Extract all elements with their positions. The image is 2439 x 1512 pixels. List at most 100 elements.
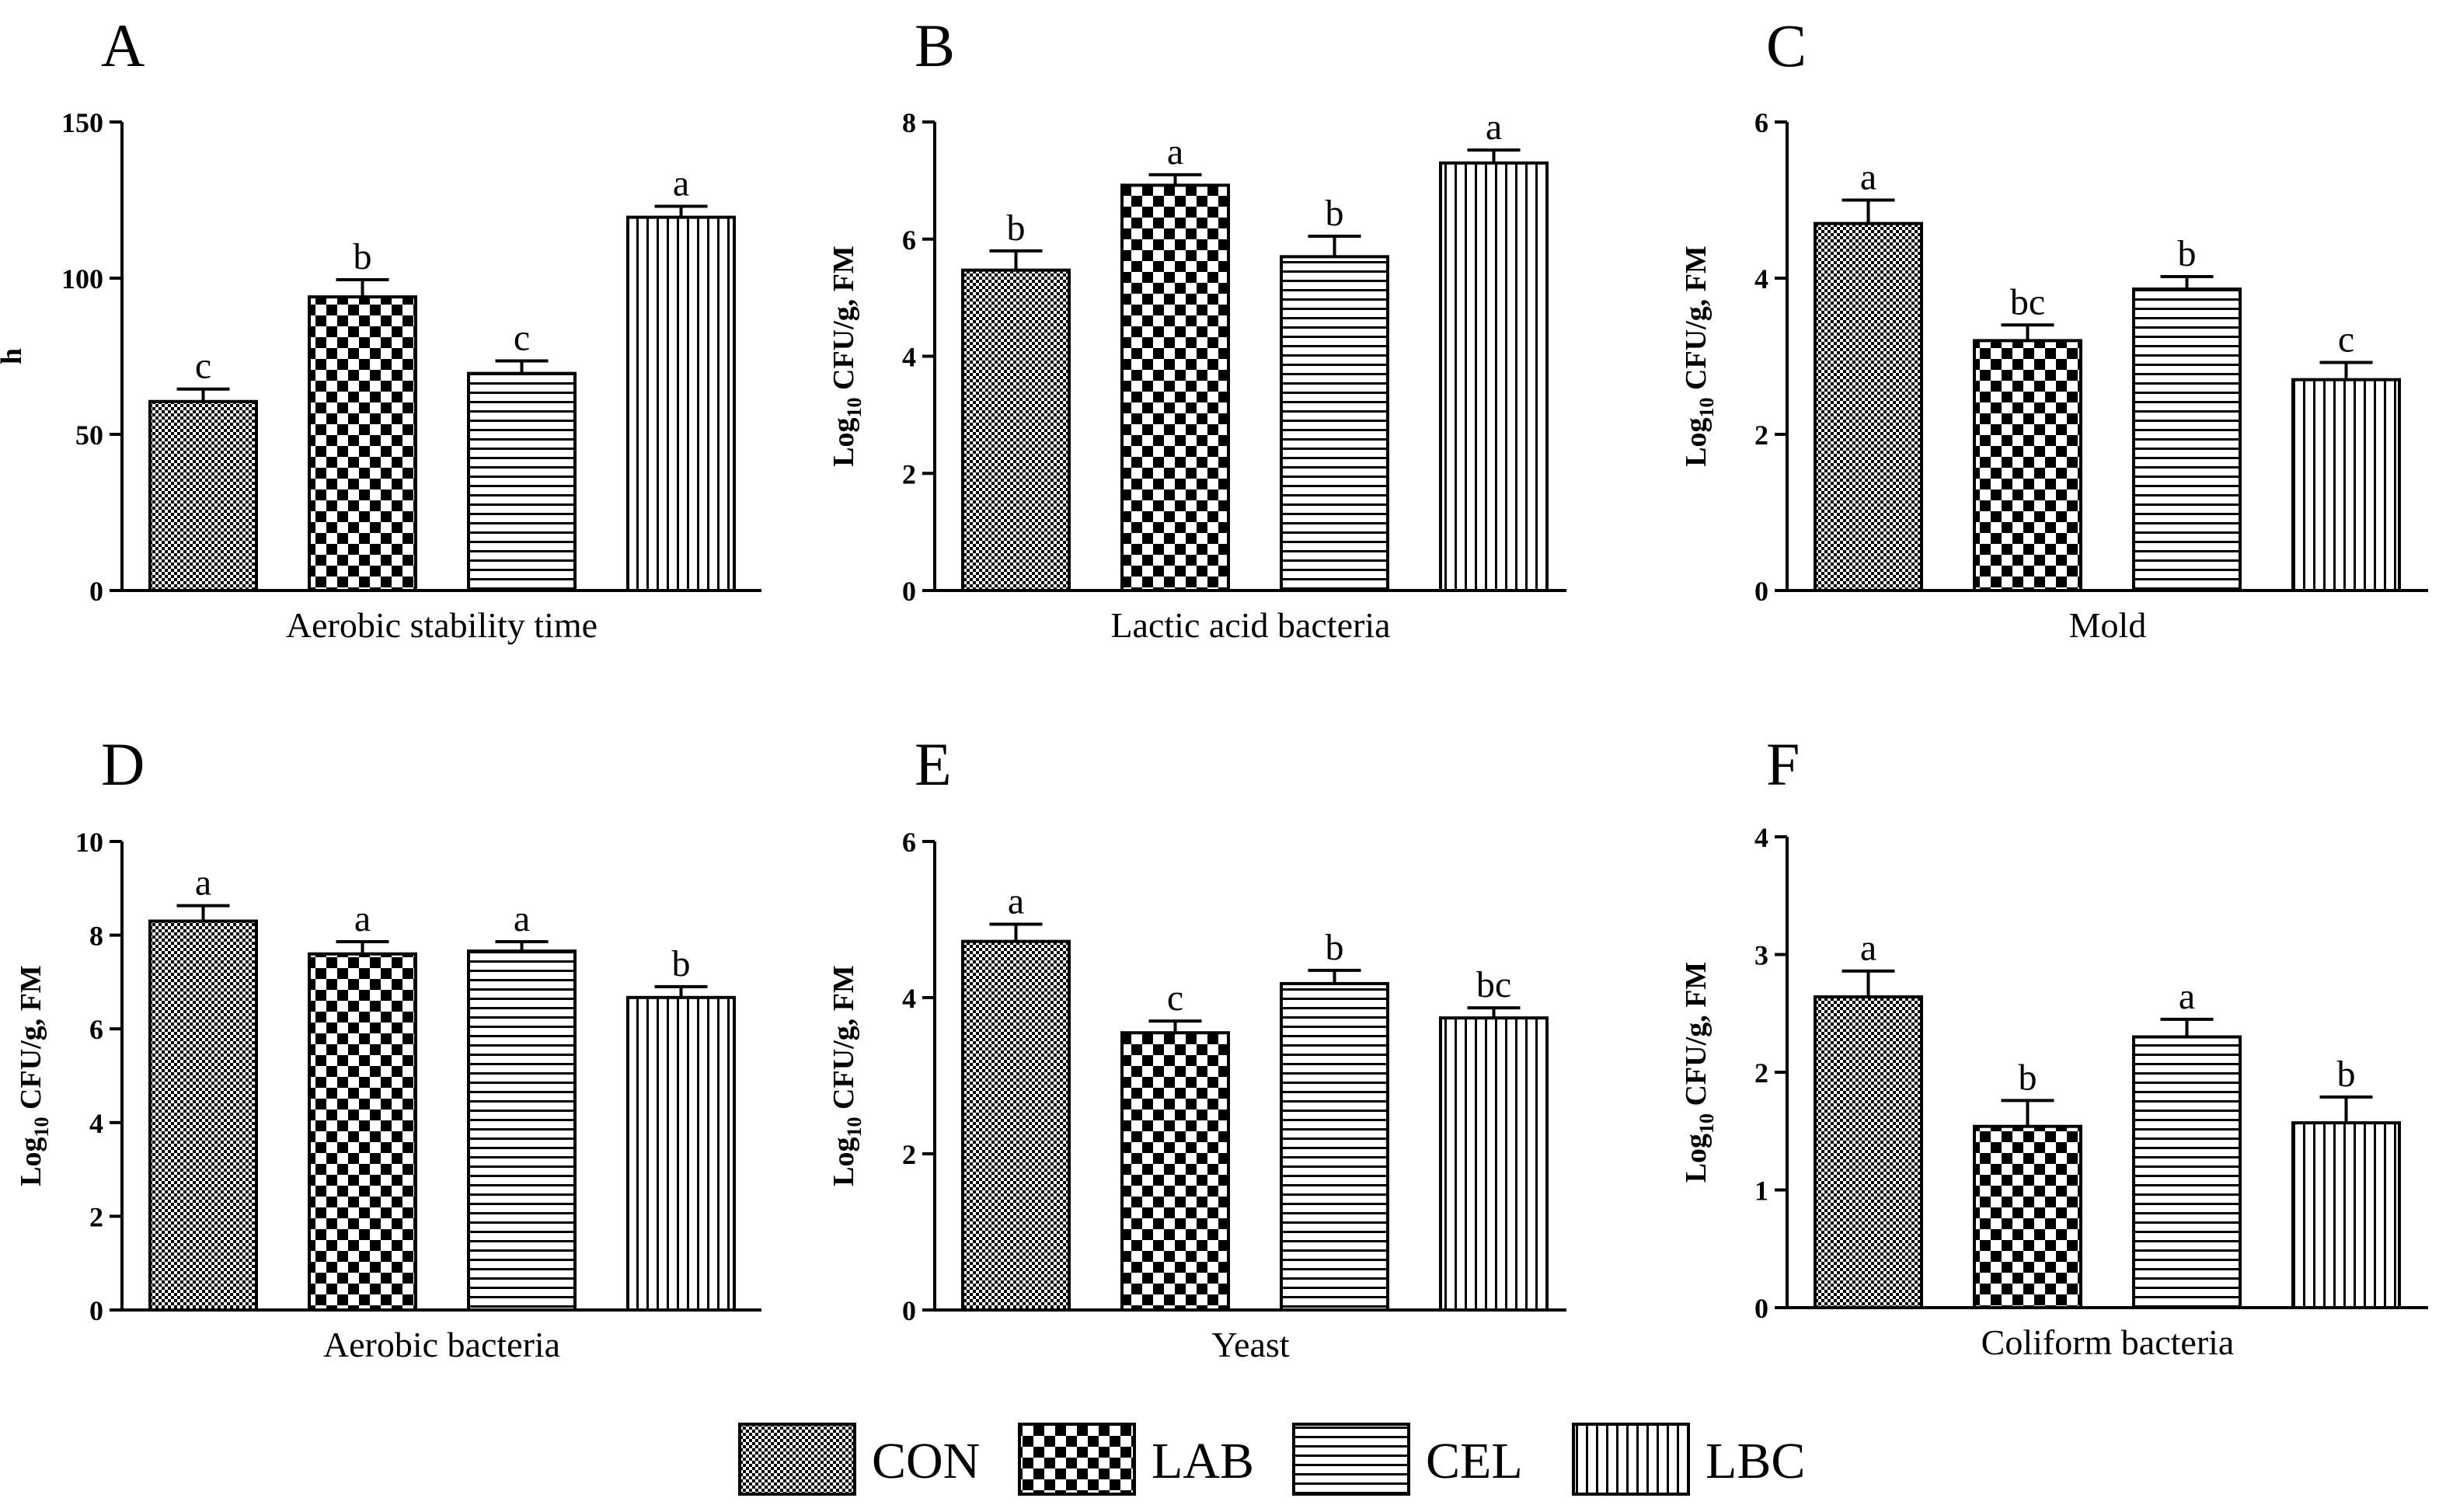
error-bar [1148,1019,1202,1033]
panel-d: Da a a b 0 2 4 6 8 10 Aerobic bacteria Log10 CFU/g,… [15,730,761,1364]
bar-cel [2132,287,2242,592]
error-bar [989,249,1043,270]
error-bar [1467,1006,1521,1019]
legend: CON LAB CEL LBC [738,1423,1805,1496]
significance-letter: c [2338,319,2354,361]
y-axis-label: Log10 CFU/g, FM [15,965,53,1186]
legend-swatch [1292,1423,1410,1496]
y-tick-label: 6 [902,827,916,858]
significance-letter: c [514,318,530,359]
y-tick-label: 2 [1754,420,1768,451]
y-tick-label: 10 [75,827,103,858]
error-bar [989,922,1043,942]
error-bar [2160,1017,2214,1037]
legend-swatch [1018,1423,1136,1496]
significance-letter: bc [2010,281,2045,322]
x-axis-label: Coliform bacteria [1981,1322,2235,1362]
bar-con [961,268,1071,592]
bar-cel [1280,255,1389,592]
significance-letter: b [1326,193,1344,234]
error-bar [2001,323,2054,341]
y-tick-label: 100 [61,263,103,294]
y-tick-label: 2 [1754,1057,1768,1089]
significance-letter: a [2179,976,2195,1017]
legend-item-cel: CEL [1292,1423,1523,1496]
significance-letter: a [1486,106,1502,148]
significance-letter: b [1007,207,1026,249]
y-axis-label: h [0,348,28,364]
bar-lab [1120,1031,1230,1312]
y-tick-label: 2 [902,1139,916,1170]
bar-con [148,399,258,592]
bar-lbc [2291,378,2401,592]
panel-letter: A [101,12,145,79]
bar-lab [1120,183,1230,592]
bar-cel [467,371,577,592]
y-tick-label: 0 [1754,576,1768,607]
bar-lbc [626,215,736,592]
significance-letter: a [514,898,530,939]
bar-lab [1973,339,2082,592]
significance-letter: c [1167,977,1183,1019]
error-bar [1308,968,1361,984]
significance-letter: b [672,943,691,984]
significance-letter: a [1008,881,1024,922]
significance-letter: a [1167,131,1183,172]
legend-swatch [1572,1423,1690,1496]
y-tick-label: 4 [1754,822,1768,853]
significance-letter: b [2019,1057,2037,1098]
error-bar [1841,198,1895,224]
x-axis-label: Lactic acid bacteria [1110,605,1390,645]
panel-letter: B [915,12,955,79]
significance-letter: a [1860,928,1876,969]
error-bar [2001,1099,2054,1127]
legend-label: LAB [1152,1433,1254,1489]
bar-lab [1973,1124,2082,1309]
panel-letter: C [1766,12,1807,79]
error-bar [1308,234,1361,257]
legend-swatch [738,1423,856,1496]
significance-letter: c [195,346,211,387]
bar-con [1814,995,1923,1310]
bar-con [1814,221,1923,592]
significance-letter: a [354,898,371,939]
y-tick-label: 4 [902,342,916,373]
bar-cel [467,949,577,1312]
significance-letter: a [195,862,211,904]
error-bar [654,984,708,998]
panel-letter: E [915,730,952,798]
y-tick-label: 50 [75,420,103,451]
y-tick-label: 0 [902,576,916,607]
bar-lab [308,952,417,1312]
y-tick-label: 0 [89,576,103,607]
significance-letter: a [1860,157,1876,198]
y-axis-label: Log10 CFU/g, FM [1680,962,1718,1183]
bar-lbc [2291,1121,2401,1310]
error-bar [176,904,230,921]
error-bar [495,359,549,374]
legend-item-lab: LAB [1018,1423,1254,1496]
y-tick-label: 0 [89,1295,103,1326]
y-tick-label: 2 [89,1201,103,1232]
bar-lbc [1439,161,1549,592]
y-axis-label: Log10 CFU/g, FM [1680,246,1718,467]
y-tick-label: 3 [1754,940,1768,971]
error-bar [654,204,708,218]
y-tick-label: 4 [1754,263,1768,294]
bar-lab [308,295,417,592]
panel-f: Fa b a b 0 1 2 3 4 Coliform bacteria Log10 CFU/g, … [1680,730,2428,1362]
error-bar [1467,148,1521,163]
panel-letter: D [101,730,145,798]
legend-label: LBC [1706,1433,1805,1489]
bar-lbc [626,995,736,1312]
legend-label: CON [872,1433,980,1489]
significance-letter: b [2178,233,2197,274]
y-tick-label: 1 [1754,1176,1768,1207]
error-bar [2319,1095,2373,1124]
error-bar [495,940,549,952]
y-tick-label: 0 [1754,1293,1768,1324]
bar-con [148,919,258,1312]
y-tick-label: 8 [89,921,103,952]
